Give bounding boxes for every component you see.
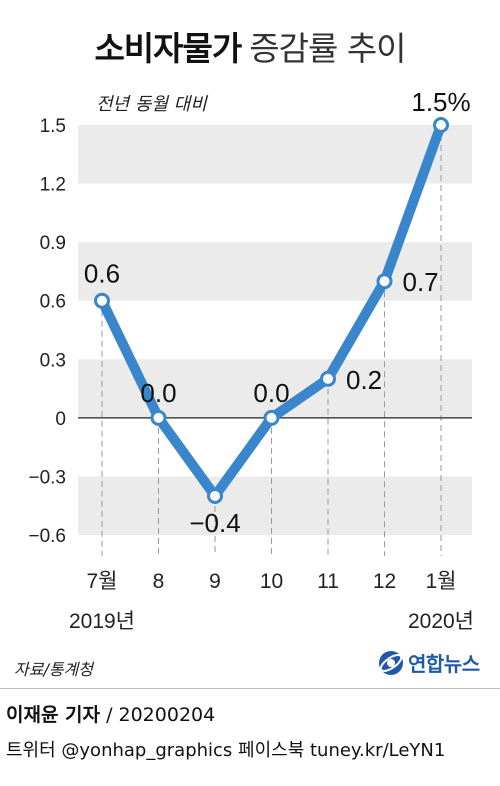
chart-title: 소비자물가 증감률 추이 <box>0 22 500 70</box>
data-label: 0.2 <box>346 365 382 395</box>
x-axis-ticks: 7월 8 9 10 11 12 1월 <box>87 570 457 593</box>
year-label: 2020년 <box>408 610 474 633</box>
chart-title-bold: 소비자물가 <box>94 29 242 68</box>
yonhap-logo-icon <box>379 650 403 675</box>
data-points <box>94 117 449 504</box>
data-label: 0.7 <box>403 267 439 297</box>
footer-divider <box>0 688 500 689</box>
year-label: 2019년 <box>69 610 135 633</box>
grid-band <box>78 242 472 301</box>
y-tick-label: 0.6 <box>40 292 66 313</box>
data-label: 1.5% <box>411 87 470 117</box>
data-point <box>94 292 110 309</box>
yonhap-logo: 연합뉴스 <box>378 648 480 677</box>
grid-band <box>78 125 472 184</box>
data-point <box>376 273 393 290</box>
reporter-date: / 20200204 <box>106 704 216 726</box>
x-tick-label: 8 <box>153 570 165 593</box>
y-tick-label: 1.5 <box>40 116 66 137</box>
x-tick-label: 1월 <box>426 570 457 593</box>
y-tick-label: 0.3 <box>40 350 66 371</box>
year-labels: 2019년 2020년 <box>69 610 474 633</box>
y-tick-label: 0 <box>55 409 66 430</box>
y-tick-label: −0.6 <box>28 526 66 547</box>
source-note: 자료/통계청 <box>14 660 93 679</box>
chart-title-light: 증감률 추이 <box>249 29 406 68</box>
data-point <box>207 487 223 504</box>
chart-subtitle: 전년 동월 대비 <box>96 94 208 115</box>
data-label: 0.6 <box>84 259 120 289</box>
line-chart: 전년 동월 대비 1.5 1.2 0.9 0.6 0.3 0 −0.3 −0.6 7월 8 9 10… <box>28 87 474 633</box>
data-label: 0.0 <box>253 378 289 408</box>
background-bands <box>78 125 472 535</box>
data-point <box>263 409 280 426</box>
reporter-name: 이재윤 기자 <box>6 704 101 726</box>
vertical-gridlines <box>101 125 442 556</box>
data-point <box>150 409 167 426</box>
social-links: 트위터 @yonhap_graphics 페이스북 tuney.kr/LeYN1 <box>6 740 446 761</box>
x-tick-label: 11 <box>317 570 339 593</box>
reporter-credit: 이재윤 기자 / 20200204 <box>6 700 215 727</box>
data-point <box>320 370 336 387</box>
yonhap-logo-text: 연합뉴스 <box>408 652 480 676</box>
y-tick-label: 1.2 <box>40 175 66 196</box>
x-tick-label: 7월 <box>87 570 118 593</box>
data-point <box>433 117 449 133</box>
data-labels: 0.6 0.0 −0.4 0.0 0.2 0.7 1.5% <box>84 87 471 538</box>
data-label: 0.0 <box>140 378 176 408</box>
x-tick-label: 10 <box>260 570 283 593</box>
x-tick-label: 9 <box>209 570 221 593</box>
grid-band <box>78 476 472 535</box>
y-tick-label: −0.3 <box>28 467 66 488</box>
y-axis-ticks: 1.5 1.2 0.9 0.6 0.3 0 −0.3 −0.6 <box>28 116 66 547</box>
y-tick-label: 0.9 <box>40 233 66 254</box>
data-label: −0.4 <box>189 508 240 538</box>
x-tick-label: 12 <box>373 570 396 593</box>
